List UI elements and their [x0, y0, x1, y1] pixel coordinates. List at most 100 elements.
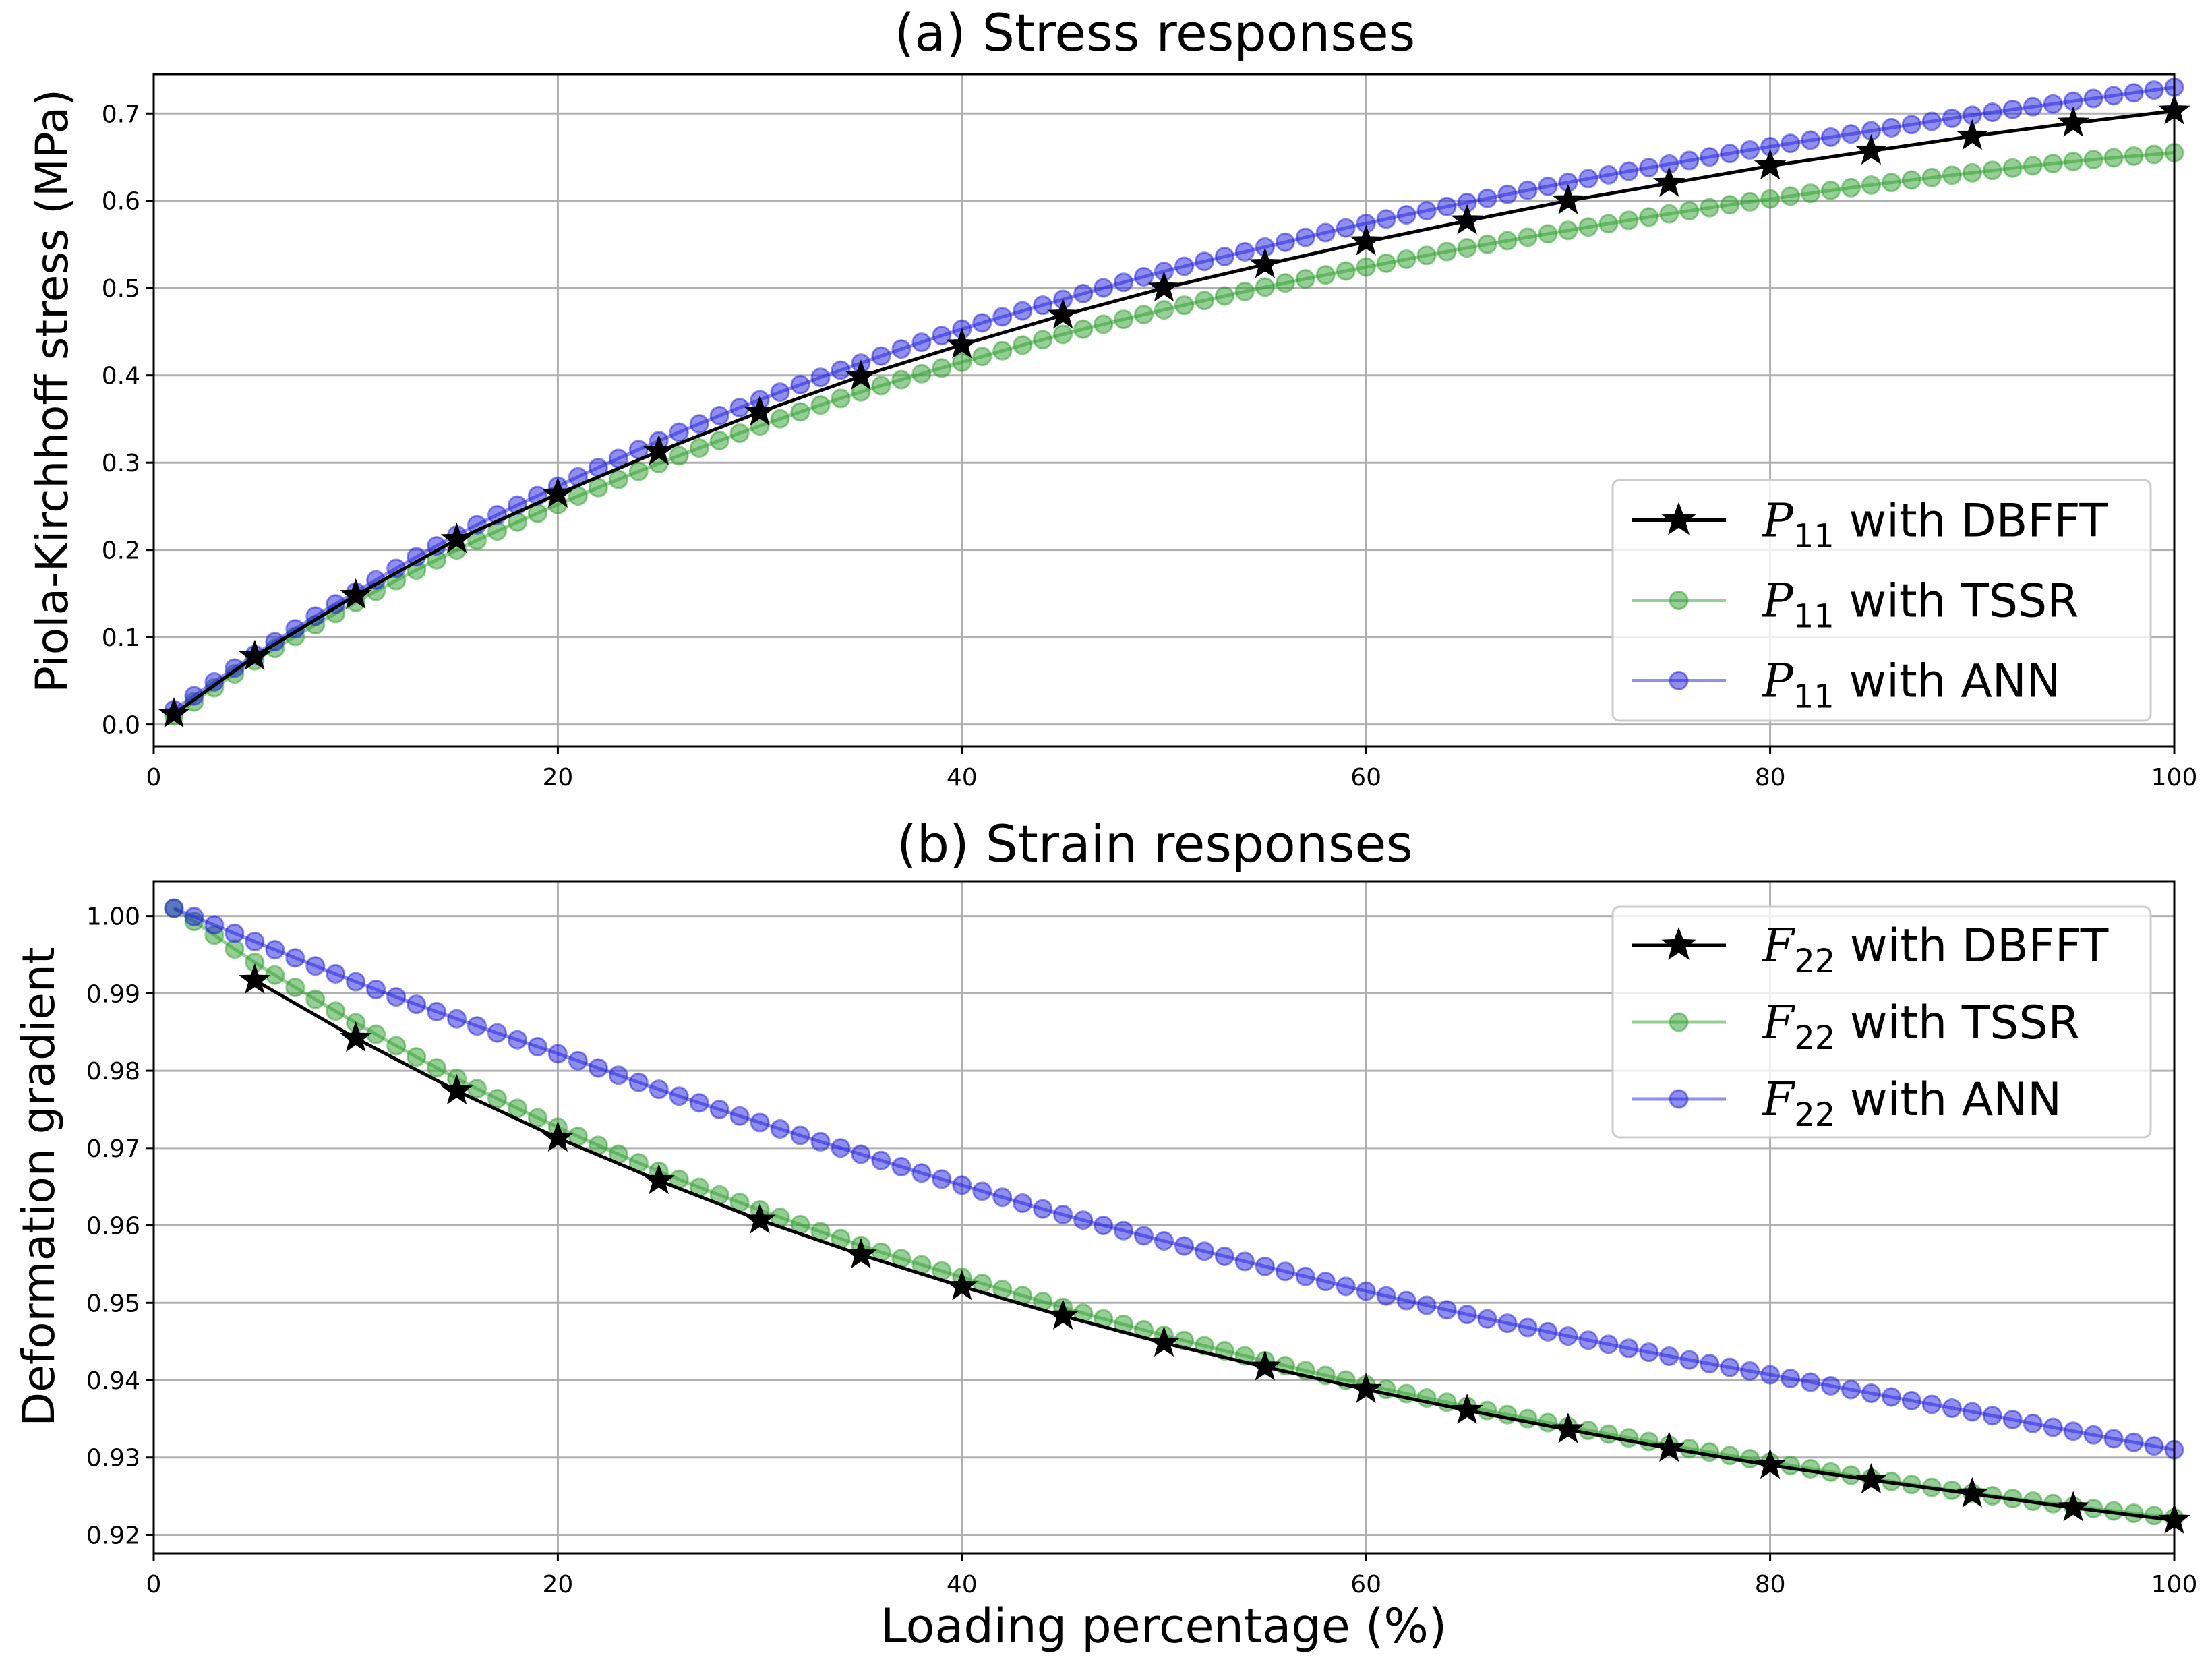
strain-point-ann — [770, 1119, 790, 1139]
stress-point-dbfft — [1147, 271, 1180, 302]
strain-y-tick-label: 0.94 — [86, 1367, 140, 1395]
strain-point-ann — [588, 1058, 608, 1078]
stress-point-tssr — [770, 409, 790, 429]
strain-point-ann — [568, 1050, 588, 1071]
stress-point-dbfft — [1956, 119, 1989, 150]
strain-point-dbfft — [1652, 1431, 1685, 1462]
strain-point-dbfft — [1350, 1372, 1382, 1403]
strain-point-ann — [1578, 1330, 1598, 1350]
stress-point-tssr — [1841, 177, 1861, 198]
strain-point-ann — [790, 1125, 810, 1145]
stress-point-ann — [891, 339, 911, 359]
stress-point-tssr — [1154, 300, 1174, 320]
stress-point-ann — [1013, 301, 1033, 321]
stress-point-tssr — [588, 477, 608, 498]
stress-point-tssr — [608, 469, 628, 489]
strain-point-dbfft — [1552, 1412, 1584, 1443]
stress-point-tssr — [1094, 314, 1114, 334]
stress-point-dbfft — [845, 359, 877, 390]
stress-point-dbfft — [642, 434, 676, 465]
stress-point-ann — [1416, 200, 1437, 220]
stress-point-tssr — [1659, 204, 1679, 224]
stress-point-dbfft — [1754, 149, 1787, 180]
stress-point-ann — [204, 672, 225, 692]
strain-point-ann — [689, 1093, 709, 1113]
stress-point-ann — [1578, 169, 1598, 189]
stress-point-dbfft — [158, 697, 190, 728]
stress-point-tssr — [1234, 281, 1255, 301]
stress-point-dbfft — [1451, 204, 1483, 235]
stress-point-ann — [1639, 158, 1659, 178]
stress-point-ann — [1376, 209, 1396, 229]
stress-point-tssr — [1962, 162, 1982, 183]
strain-x-tick-label: 60 — [1350, 1571, 1381, 1599]
stress-point-dbfft — [1855, 133, 1888, 165]
strain-point-tssr — [1578, 1421, 1598, 1441]
stress-point-tssr — [669, 446, 689, 466]
stress-point-ann — [1315, 222, 1336, 243]
stress-point-tssr — [1619, 210, 1639, 231]
strain-point-ann — [1114, 1220, 1134, 1241]
stress-point-tssr — [1598, 214, 1619, 234]
strain-point-dbfft — [1451, 1393, 1483, 1424]
stress-point-tssr — [689, 438, 709, 458]
stress-point-tssr — [729, 423, 750, 444]
stress-y-tick-label: 0.6 — [102, 188, 140, 216]
stress-series-layer — [158, 77, 2190, 728]
strain-point-ann — [447, 1009, 467, 1029]
strain-point-ann — [2124, 1432, 2144, 1452]
strain-point-ann — [1376, 1286, 1396, 1306]
stress-point-ann — [1538, 176, 1558, 196]
strain-point-ann — [1901, 1390, 1921, 1410]
stress-point-tssr — [1679, 201, 1700, 221]
strain-point-dbfft — [845, 1238, 877, 1269]
stress-point-tssr — [871, 376, 891, 396]
strain-point-tssr — [487, 1089, 507, 1109]
stress-y-axis-label: Piola-Kirchhoff stress (MPa) — [26, 89, 78, 693]
stress-point-tssr — [1901, 170, 1921, 190]
strain-point-dbfft — [1956, 1477, 1989, 1508]
strain-point-ann — [1234, 1251, 1255, 1272]
strain-point-dbfft — [642, 1164, 676, 1195]
stress-x-tick-label: 100 — [2151, 764, 2198, 792]
stress-point-tssr — [1558, 220, 1578, 241]
strain-legend: F22 with DBFFT F22 with TSSR F22 with ANN — [1611, 905, 2152, 1139]
strain-point-ann — [1073, 1210, 1094, 1230]
strain-point-ann — [1821, 1375, 1841, 1396]
stress-point-tssr — [1982, 160, 2002, 181]
stress-point-tssr — [1942, 165, 1962, 185]
stress-point-dbfft — [440, 523, 473, 554]
stress-x-tick-label: 0 — [146, 764, 162, 792]
strain-point-dbfft — [744, 1203, 776, 1234]
stress-point-tssr — [1921, 167, 1942, 187]
stress-ticks: 0 20 40 60 80 100 0.0 0.1 0.2 0.3 0.4 0.5 0.6 0.7 — [102, 100, 2198, 792]
strain-x-tick-label: 40 — [947, 1571, 978, 1599]
strain-point-ann — [709, 1100, 729, 1120]
strain-point-tssr — [1598, 1424, 1619, 1444]
strain-point-dbfft — [1754, 1448, 1787, 1479]
strain-y-axis-label: Deformation gradient — [13, 947, 65, 1426]
strain-point-ann — [871, 1150, 891, 1170]
strain-point-ann — [831, 1138, 851, 1158]
stress-point-ann — [1234, 241, 1255, 262]
stress-point-tssr — [972, 347, 992, 367]
strain-point-dbfft — [239, 963, 271, 994]
stress-point-ann — [669, 422, 689, 442]
strain-point-ann — [992, 1187, 1013, 1208]
strain-point-ann — [1033, 1199, 1053, 1219]
strain-point-ann — [1255, 1256, 1275, 1276]
strain-point-ann — [1760, 1365, 1781, 1385]
strain-chart-title: (b) Strain responses — [897, 814, 1413, 874]
stress-point-tssr — [932, 358, 952, 378]
stress-point-ann — [1477, 188, 1497, 208]
stress-point-tssr — [1538, 224, 1558, 244]
stress-y-tick-label: 0.7 — [102, 100, 140, 128]
strain-point-ann — [729, 1106, 750, 1126]
stress-y-tick-label: 0.4 — [102, 363, 140, 390]
strain-point-ann — [1214, 1246, 1234, 1266]
strain-point-ann — [527, 1037, 547, 1057]
strain-point-tssr — [467, 1079, 487, 1099]
strain-point-dbfft — [1147, 1326, 1180, 1357]
stress-x-tick-label: 60 — [1350, 764, 1381, 792]
stress-point-ann — [1396, 205, 1416, 225]
